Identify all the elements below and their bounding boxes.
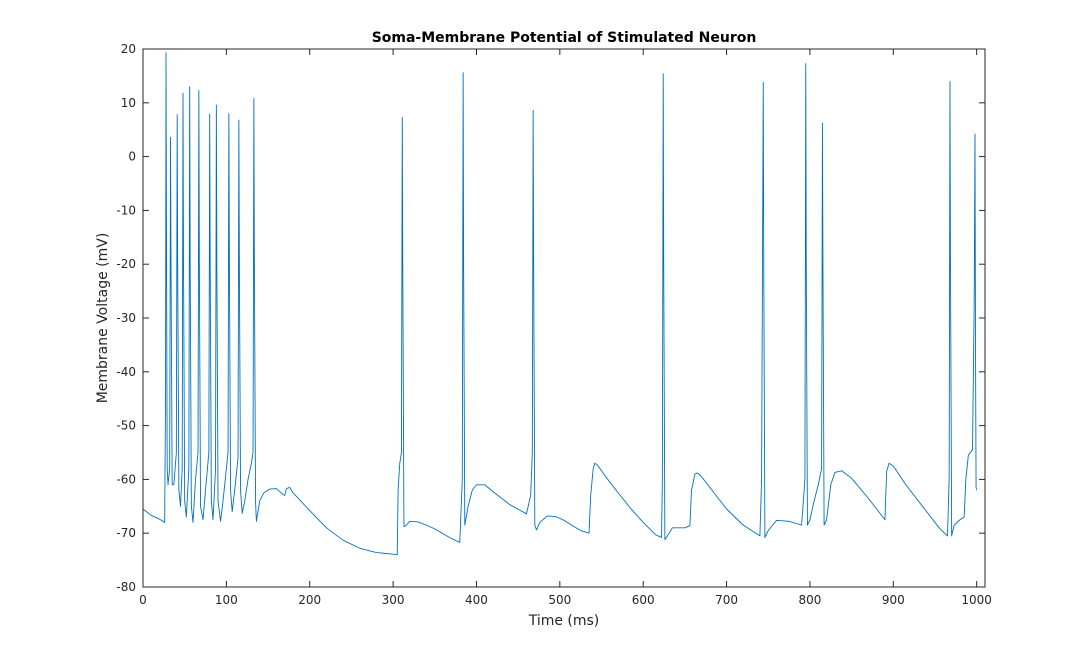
y-axis: -80 -70 -60 -50 -40 -30 -20 -10 0 10 20 <box>116 42 985 594</box>
x-tick-label: 800 <box>798 593 821 607</box>
x-tick-label: 200 <box>298 593 321 607</box>
plot-area <box>143 49 985 587</box>
y-tick-label: -20 <box>116 257 136 271</box>
x-tick-label: 500 <box>548 593 571 607</box>
y-tick-label: 10 <box>121 96 136 110</box>
series-line-1 <box>142 52 978 556</box>
y-tick-label: -10 <box>116 203 136 217</box>
y-tick-label: 20 <box>121 42 136 56</box>
x-tick-label: 300 <box>382 593 405 607</box>
x-axis: 0 100 200 300 400 500 600 700 800 900 1000 <box>139 49 992 607</box>
y-axis-label: Membrane Voltage (mV) <box>95 233 111 404</box>
x-tick-label: 600 <box>632 593 655 607</box>
y-tick-label: -70 <box>116 526 136 540</box>
x-tick-label: 1000 <box>961 593 992 607</box>
y-tick-label: -80 <box>116 580 136 594</box>
x-tick-label: 400 <box>465 593 488 607</box>
x-tick-label: 0 <box>139 593 147 607</box>
x-tick-label: 900 <box>882 593 905 607</box>
y-tick-label: -60 <box>116 472 136 486</box>
chart-title: Soma-Membrane Potential of Stimulated Ne… <box>372 30 757 46</box>
x-tick-label: 100 <box>215 593 238 607</box>
y-tick-label: -40 <box>116 365 136 379</box>
x-axis-label: Time (ms) <box>528 613 600 629</box>
series-layer <box>142 52 978 556</box>
y-tick-label: -50 <box>116 419 136 433</box>
y-tick-label: -30 <box>116 311 136 325</box>
y-tick-label: 0 <box>128 150 136 164</box>
x-tick-label: 700 <box>715 593 738 607</box>
